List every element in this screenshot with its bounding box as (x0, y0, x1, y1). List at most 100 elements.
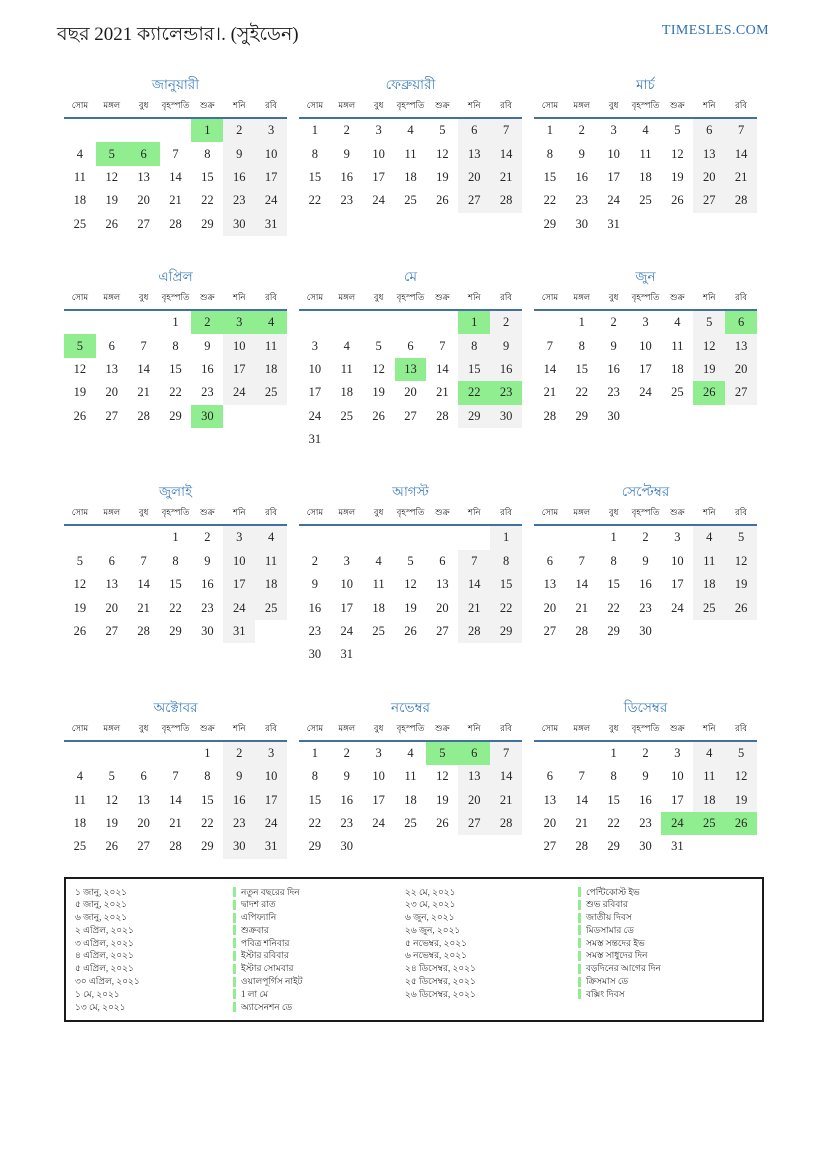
day-cell: 6 (458, 741, 491, 766)
month-day-grid: 1 2 3 4 5 6 7 8 9 10 11 12 13 14 15 16 17 18 19 20 21 22 23 24 2… (64, 310, 287, 428)
day-cell: 19 (693, 357, 726, 382)
weekday-label: রবি (265, 507, 277, 518)
month-day-grid: 1 2 3 4 5 6 7 8 9 10 11 12 13 14 15 16 17 18 19 20 21 22 23 24 2… (534, 741, 757, 859)
day-cell: 11 (255, 334, 287, 358)
legend-date: ৬ নভেম্বর, ২০২১ (405, 950, 467, 961)
day-cell: 26 (693, 381, 726, 405)
holiday-marker-icon (233, 925, 236, 936)
weekday-label: সোম (541, 722, 559, 733)
holiday-marker-icon (578, 950, 581, 961)
day-cell: 4 (255, 310, 287, 335)
day-cell: 16 (201, 361, 214, 376)
day-cell: 17 (255, 165, 287, 190)
legend-entry: ৫ নভেম্বর, ২০২১ সমস্ত সন্তদের ইভ (405, 937, 758, 950)
day-cell: 13 (137, 169, 150, 184)
legend-entry: ২২ মে, ২০২১ পেন্টিকোস্ট ইভ (405, 886, 758, 899)
day-cell: 15 (201, 169, 214, 184)
month-title: জুলাই (158, 484, 193, 500)
day-cell: 19 (73, 600, 87, 615)
day-cell: 3 (255, 119, 287, 143)
day-cell: 10 (639, 338, 652, 353)
day-cell: 30 (340, 839, 354, 854)
weekday-label: শুক্র (200, 722, 215, 733)
weekday-label: মঙ্গল (338, 291, 356, 302)
weekday-label: সোম (71, 507, 89, 518)
day-cell: 23 (340, 193, 354, 208)
day-cell: 5 (693, 310, 726, 335)
day-cell: 31 (340, 647, 354, 662)
day-cell: 1 (311, 123, 319, 138)
day-cell: 22 (607, 816, 620, 830)
month-block-8: আগস্ট সোম মঙ্গল বুধ বৃহস্পতি শুক্র শনি রবি 1 2 3 4 5… (299, 481, 522, 666)
holiday-marker-icon (233, 950, 236, 961)
weekday-label: বৃহস্পতি (161, 291, 190, 302)
day-cell: 21 (169, 193, 182, 208)
month-title: জুন (635, 268, 656, 284)
day-cell: 18 (404, 792, 417, 807)
day-cell: 6 (458, 119, 491, 143)
day-cell: 23 (340, 816, 354, 830)
day-cell: 19 (436, 792, 449, 807)
day-cell: 8 (458, 334, 491, 358)
day-cell: 21 (458, 596, 491, 620)
day-cell: 25 (693, 811, 726, 836)
legend-holiday-label: নতুন বছরের দিন (241, 886, 300, 897)
day-cell: 12 (436, 769, 449, 784)
day-cell: 4 (693, 526, 726, 550)
day-cell: 2 (311, 553, 319, 568)
weekday-label: বুধ (608, 722, 619, 733)
legend-holiday-name: পবিত্র শনিবার (233, 936, 289, 951)
day-cell: 4 (674, 315, 681, 330)
day-cell: 3 (375, 123, 382, 138)
day-cell: 6 (407, 338, 414, 353)
weekday-label: মঙ্গল (338, 100, 356, 110)
day-cell: 30 (490, 404, 522, 428)
weekday-label: মঙ্গল (103, 722, 121, 733)
month-day-grid: 1 2 3 4 5 6 7 8 9 10 11 12 13 14 15 16 17 18 19 20 21 22 23 24 2… (64, 741, 287, 859)
weekday-label: মঙ্গল (103, 507, 121, 518)
site-link[interactable]: TIMESLES.COM (661, 23, 769, 38)
day-cell: 29 (607, 624, 620, 639)
day-cell: 3 (223, 526, 256, 550)
month-title: জানুয়ারী (151, 77, 200, 92)
legend-date: ৩০ এপ্রিল, ২০২১ (75, 976, 140, 987)
day-cell: 1 (204, 745, 211, 760)
day-cell: 24 (255, 811, 287, 836)
weekday-label: রবি (500, 722, 512, 733)
holiday-marker-icon (233, 912, 236, 923)
legend-holiday-name: নতুন বছরের দিন (233, 885, 300, 900)
day-cell: 7 (578, 553, 585, 568)
legend-date: ১৩ মে, ২০২১ (75, 1001, 126, 1012)
legend-holiday-label: অ্যাসেনশন ডে (241, 1001, 293, 1012)
day-cell: 2 (343, 123, 350, 138)
legend-date: ২৫ ডিসেম্বর, ২০২১ (405, 976, 476, 987)
day-cell: 17 (255, 788, 287, 812)
day-cell: 2 (343, 745, 350, 760)
day-cell: 3 (642, 315, 649, 330)
day-cell: 9 (642, 553, 649, 568)
weekday-label: সোম (541, 291, 559, 302)
weekday-label: শনি (467, 507, 481, 518)
weekday-label: বুধ (373, 291, 384, 302)
day-cell: 21 (725, 165, 757, 190)
day-cell: 10 (255, 765, 287, 789)
day-cell: 5 (426, 741, 459, 766)
day-cell: 4 (642, 123, 649, 138)
day-cell: 9 (223, 765, 256, 789)
day-cell: 17 (671, 577, 684, 592)
day-cell: 14 (458, 573, 491, 597)
month-day-grid: 1 2 3 4 5 6 7 8 9 10 11 12 13 14 15 16 17 18 19 20 21 22 23 24 2… (64, 526, 287, 644)
weekday-label: মঙ্গল (103, 100, 121, 110)
day-cell: 8 (311, 769, 319, 784)
day-cell: 28 (490, 811, 522, 836)
day-cell: 14 (543, 361, 557, 376)
day-cell: 30 (639, 624, 652, 639)
day-cell: 27 (693, 189, 726, 213)
day-cell: 23 (223, 811, 256, 836)
legend-holiday-name: ওয়ালপূর্গিস নাইট (233, 974, 303, 989)
weekday-header-row: সোম মঙ্গল বুধ বৃহস্পতি শুক্র শনি রবি (534, 722, 757, 742)
legend-holiday-label: শুভ রবিবার (586, 899, 628, 910)
day-cell: 16 (490, 357, 522, 382)
day-cell: 30 (639, 839, 652, 854)
day-cell: 12 (725, 549, 757, 574)
